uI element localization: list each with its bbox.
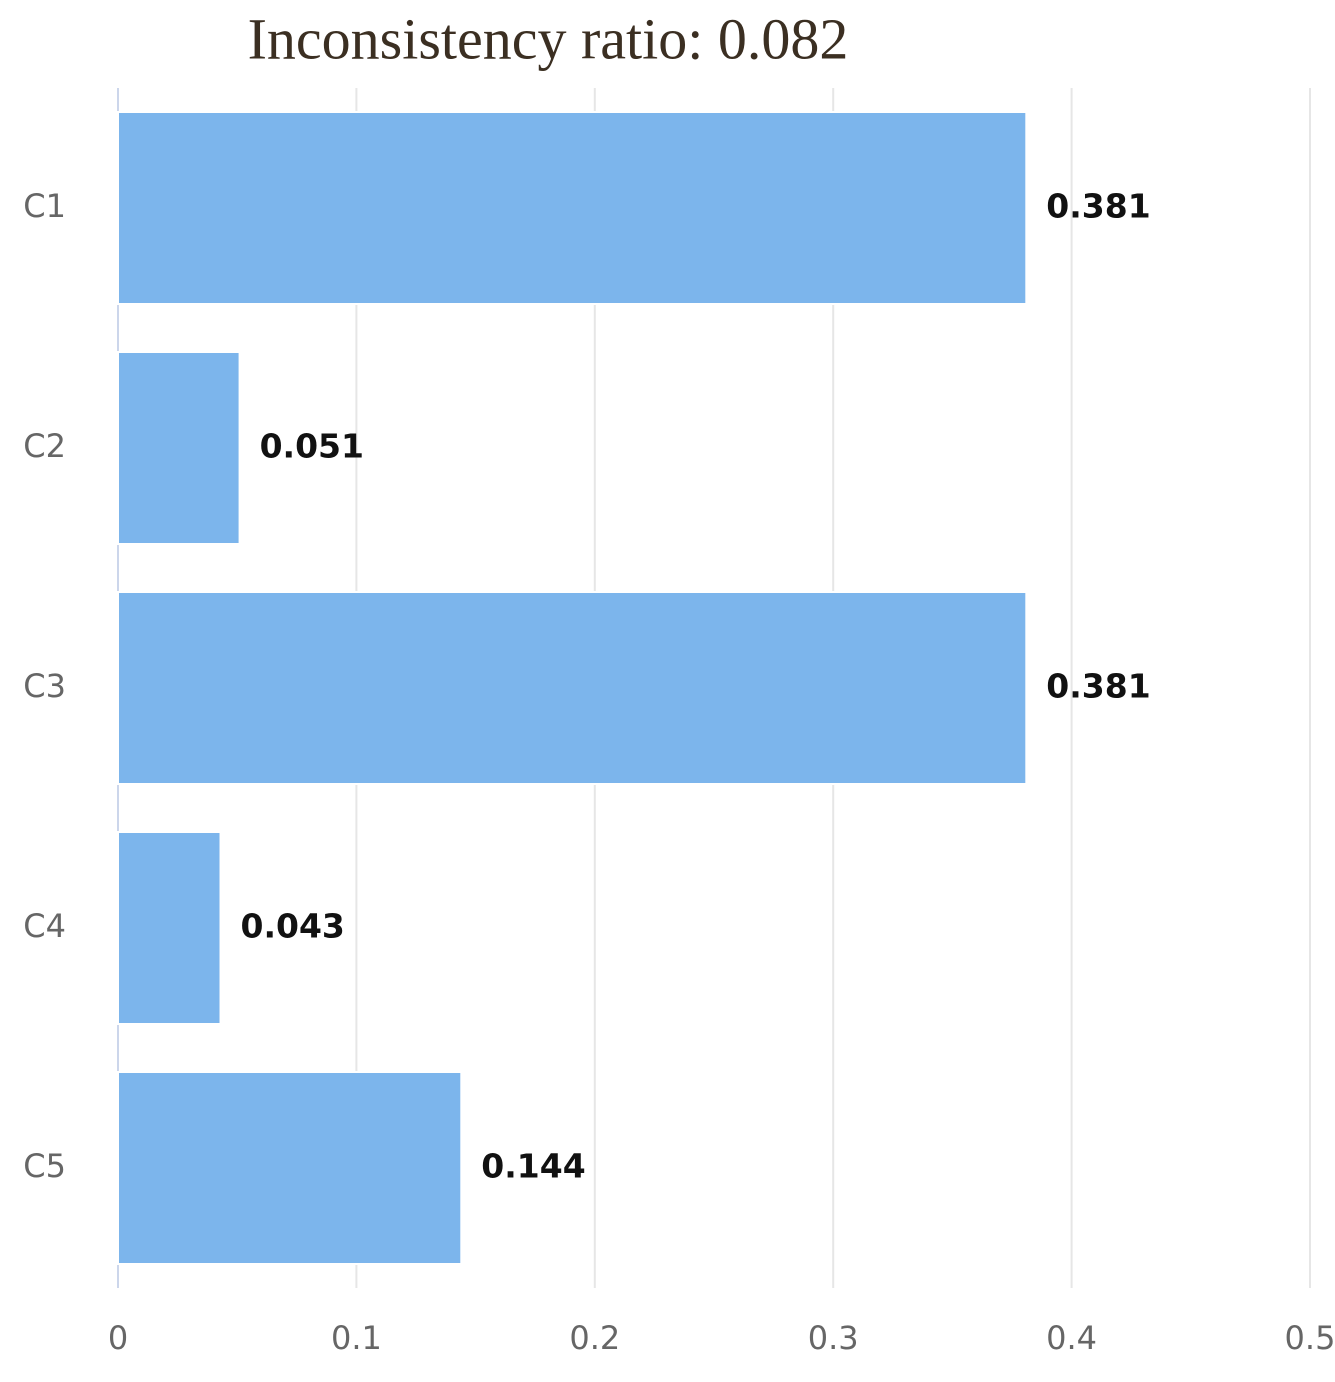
data-label: 0.144: [481, 1147, 585, 1186]
bar: [117, 111, 1028, 305]
bar: [117, 591, 1028, 785]
y-tick-label: C2: [23, 427, 66, 465]
chart-title: Inconsistency ratio: 0.082: [248, 6, 849, 71]
data-label: 0.043: [241, 907, 345, 946]
x-tick-label: 0.1: [331, 1319, 382, 1357]
y-tick-label: C5: [23, 1147, 66, 1185]
data-label: 0.381: [1046, 667, 1150, 706]
x-tick-label: 0: [108, 1319, 128, 1357]
data-label: 0.051: [260, 427, 364, 466]
y-tick-label: C1: [23, 187, 66, 225]
x-tick-label: 0.5: [1285, 1319, 1335, 1357]
bar: [117, 1071, 463, 1265]
x-tick-label: 0.3: [808, 1319, 859, 1357]
y-tick-label: C3: [23, 667, 66, 705]
bar: [117, 831, 222, 1025]
x-tick-label: 0.4: [1046, 1319, 1097, 1357]
data-label: 0.381: [1046, 187, 1150, 226]
y-tick-label: C4: [23, 907, 66, 945]
bar: [117, 351, 241, 545]
x-tick-label: 0.2: [569, 1319, 620, 1357]
